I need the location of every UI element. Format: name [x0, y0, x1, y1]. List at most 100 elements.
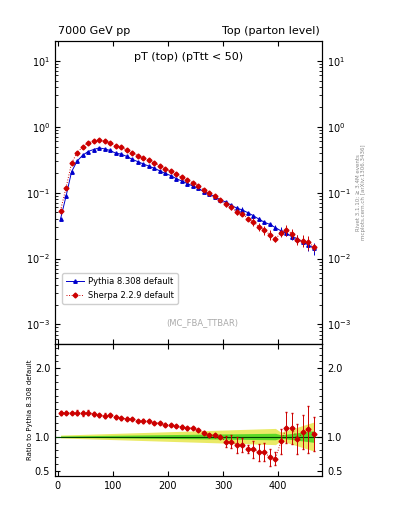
Sherpa 2.2.9 default — [262, 227, 267, 233]
Sherpa 2.2.9 default — [284, 227, 289, 233]
Sherpa 2.2.9 default — [207, 190, 212, 197]
Sherpa 2.2.9 default — [240, 211, 245, 217]
Pythia 8.308 default — [295, 236, 300, 242]
Pythia 8.308 default — [124, 153, 129, 159]
Pythia 8.308 default — [108, 147, 112, 154]
Pythia 8.308 default — [75, 158, 79, 164]
Pythia 8.308 default — [229, 202, 234, 208]
Sherpa 2.2.9 default — [257, 224, 261, 230]
Sherpa 2.2.9 default — [124, 146, 129, 153]
Pythia 8.308 default — [196, 185, 201, 191]
Y-axis label: Ratio to Pythia 8.308 default: Ratio to Pythia 8.308 default — [28, 360, 33, 460]
Pythia 8.308 default — [174, 176, 178, 182]
Pythia 8.308 default — [119, 151, 123, 157]
Sherpa 2.2.9 default — [108, 140, 112, 146]
Text: 7000 GeV pp: 7000 GeV pp — [58, 27, 130, 36]
Pythia 8.308 default — [268, 221, 272, 227]
Pythia 8.308 default — [251, 212, 256, 219]
Sherpa 2.2.9 default — [312, 244, 316, 250]
Sherpa 2.2.9 default — [290, 230, 294, 237]
Pythia 8.308 default — [207, 191, 212, 197]
Sherpa 2.2.9 default — [113, 143, 118, 149]
Pythia 8.308 default — [86, 148, 90, 155]
Pythia 8.308 default — [69, 169, 74, 175]
Sherpa 2.2.9 default — [235, 209, 239, 215]
Pythia 8.308 default — [157, 168, 162, 174]
Text: pT (top) (pTtt < 50): pT (top) (pTtt < 50) — [134, 52, 243, 61]
Pythia 8.308 default — [135, 159, 140, 165]
Sherpa 2.2.9 default — [130, 150, 134, 156]
Sherpa 2.2.9 default — [157, 163, 162, 169]
Pythia 8.308 default — [80, 152, 85, 158]
Sherpa 2.2.9 default — [196, 183, 201, 189]
Pythia 8.308 default — [301, 239, 305, 245]
Sherpa 2.2.9 default — [246, 216, 250, 222]
Sherpa 2.2.9 default — [64, 185, 68, 191]
Sherpa 2.2.9 default — [273, 236, 278, 242]
Sherpa 2.2.9 default — [91, 138, 96, 144]
Pythia 8.308 default — [130, 156, 134, 162]
Sherpa 2.2.9 default — [135, 153, 140, 159]
Sherpa 2.2.9 default — [279, 230, 283, 236]
Pythia 8.308 default — [163, 170, 167, 177]
Sherpa 2.2.9 default — [97, 137, 101, 143]
Sherpa 2.2.9 default — [69, 160, 74, 166]
Pythia 8.308 default — [185, 180, 189, 186]
Pythia 8.308 default — [306, 242, 311, 248]
Text: (MC_FBA_TTBAR): (MC_FBA_TTBAR) — [166, 318, 238, 328]
Sherpa 2.2.9 default — [229, 204, 234, 210]
Sherpa 2.2.9 default — [163, 166, 167, 172]
Sherpa 2.2.9 default — [152, 160, 156, 166]
Pythia 8.308 default — [235, 205, 239, 211]
Sherpa 2.2.9 default — [75, 150, 79, 156]
Text: Top (parton level): Top (parton level) — [222, 27, 320, 36]
Sherpa 2.2.9 default — [58, 207, 63, 214]
Pythia 8.308 default — [213, 194, 217, 200]
Legend: Pythia 8.308 default, Sherpa 2.2.9 default: Pythia 8.308 default, Sherpa 2.2.9 defau… — [62, 273, 178, 304]
Pythia 8.308 default — [284, 230, 289, 237]
Sherpa 2.2.9 default — [146, 157, 151, 163]
Sherpa 2.2.9 default — [213, 193, 217, 199]
Sherpa 2.2.9 default — [119, 144, 123, 151]
Pythia 8.308 default — [224, 199, 228, 205]
Pythia 8.308 default — [146, 163, 151, 169]
Line: Sherpa 2.2.9 default: Sherpa 2.2.9 default — [59, 138, 316, 249]
Sherpa 2.2.9 default — [218, 197, 223, 203]
Sherpa 2.2.9 default — [224, 201, 228, 207]
Pythia 8.308 default — [279, 228, 283, 234]
Sherpa 2.2.9 default — [191, 180, 195, 186]
Pythia 8.308 default — [91, 146, 96, 153]
Y-axis label: Rivet 3.1.10; ≥ 3.4M events
mcplots.cern.ch [arXiv:1306.3436]: Rivet 3.1.10; ≥ 3.4M events mcplots.cern… — [355, 145, 366, 241]
Pythia 8.308 default — [102, 146, 107, 152]
Sherpa 2.2.9 default — [202, 187, 206, 193]
Pythia 8.308 default — [58, 216, 63, 222]
Pythia 8.308 default — [218, 197, 223, 203]
Pythia 8.308 default — [191, 183, 195, 189]
Pythia 8.308 default — [141, 161, 145, 167]
Pythia 8.308 default — [240, 207, 245, 213]
Sherpa 2.2.9 default — [295, 237, 300, 243]
Pythia 8.308 default — [312, 245, 316, 251]
Pythia 8.308 default — [246, 209, 250, 216]
Pythia 8.308 default — [202, 188, 206, 195]
Sherpa 2.2.9 default — [301, 238, 305, 244]
Sherpa 2.2.9 default — [251, 219, 256, 225]
Sherpa 2.2.9 default — [141, 155, 145, 161]
Pythia 8.308 default — [290, 234, 294, 240]
Sherpa 2.2.9 default — [80, 144, 85, 150]
Sherpa 2.2.9 default — [268, 232, 272, 238]
Pythia 8.308 default — [168, 173, 173, 179]
Sherpa 2.2.9 default — [102, 138, 107, 144]
Sherpa 2.2.9 default — [185, 177, 189, 183]
Sherpa 2.2.9 default — [168, 168, 173, 174]
Pythia 8.308 default — [257, 216, 261, 222]
Pythia 8.308 default — [262, 219, 267, 225]
Pythia 8.308 default — [97, 145, 101, 151]
Line: Pythia 8.308 default: Pythia 8.308 default — [59, 146, 316, 250]
Pythia 8.308 default — [152, 165, 156, 172]
Sherpa 2.2.9 default — [86, 140, 90, 146]
Pythia 8.308 default — [179, 178, 184, 184]
Sherpa 2.2.9 default — [179, 174, 184, 180]
Sherpa 2.2.9 default — [306, 239, 311, 245]
Pythia 8.308 default — [64, 193, 68, 199]
